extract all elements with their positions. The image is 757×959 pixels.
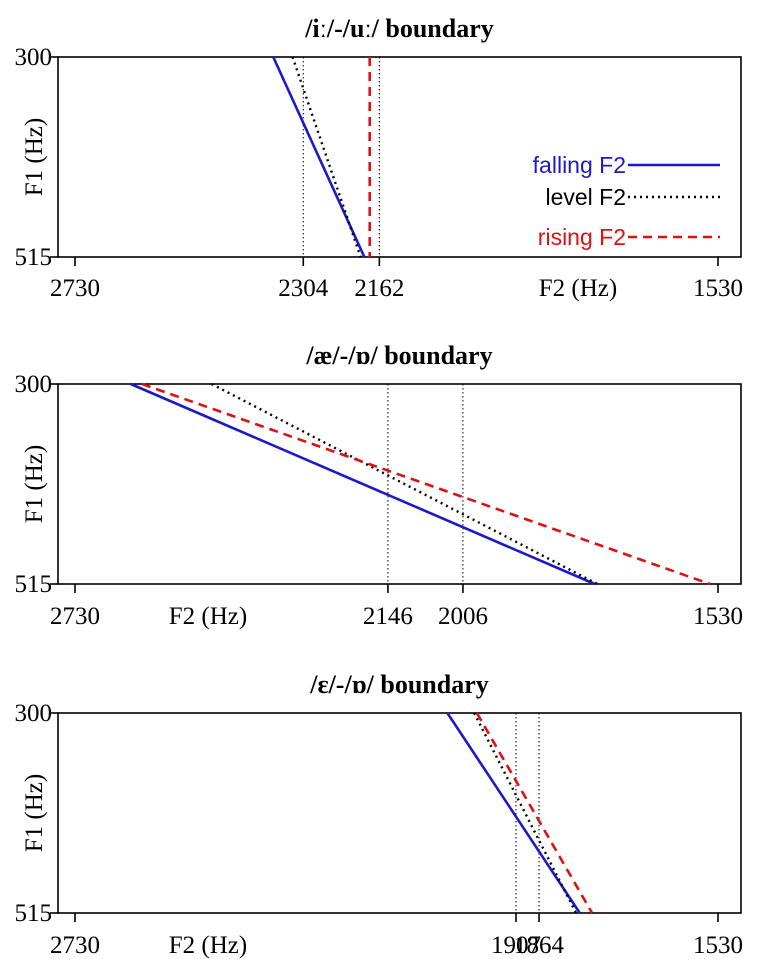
- x-axis-label: F2 (Hz): [169, 603, 247, 630]
- plot-frame: [57, 383, 742, 585]
- x-tick-label: 2162: [354, 275, 404, 302]
- y-tick-label: 515: [15, 900, 53, 927]
- series-line-level: [473, 712, 578, 914]
- legend-label-falling: falling F2: [533, 152, 626, 178]
- y-tick-label: 300: [15, 44, 53, 71]
- x-tick-label: 2304: [278, 275, 329, 302]
- series-line-falling: [446, 712, 581, 914]
- x-tick-label: 1530: [693, 275, 743, 302]
- chart-panel-1: /iː/-/uː/ boundary 2730 2304 2162 1530 F2 (Hz…: [15, 14, 744, 302]
- series-line-level: [211, 382, 598, 586]
- chart-panel-2: /æ/-/ɒ/ boundary 2730 2146 2006 1530 F2 (Hz) 3…: [15, 341, 744, 630]
- x-tick-label: 2006: [438, 603, 488, 630]
- x-axis-label: F2 (Hz): [539, 275, 617, 302]
- series-line-falling: [272, 56, 366, 258]
- y-tick-label: 515: [15, 571, 53, 598]
- legend-label-rising: rising F2: [538, 224, 626, 250]
- y-tick-label: 300: [15, 371, 53, 398]
- plot-frame: [57, 712, 742, 914]
- series-line-rising: [141, 382, 711, 586]
- y-axis-label: F1 (Hz): [21, 445, 48, 523]
- x-tick-label: 1530: [693, 932, 743, 959]
- x-tick-label: 2730: [50, 932, 100, 959]
- x-tick-label: 1530: [693, 603, 743, 630]
- plot-frame: [57, 56, 742, 258]
- y-axis-label: F1 (Hz): [21, 774, 48, 852]
- x-tick-label: 1907: [491, 932, 541, 959]
- chart-title: /æ/-/ɒ/ boundary: [305, 341, 492, 370]
- x-tick-label: 2730: [50, 275, 100, 302]
- series-line-rising: [475, 712, 594, 914]
- x-axis-label: F2 (Hz): [169, 932, 247, 959]
- y-tick-label: 515: [15, 244, 53, 271]
- chart-title: /ɛ/-/ɒ/ boundary: [309, 670, 488, 699]
- x-tick-label: 2730: [50, 603, 100, 630]
- x-tick-label: 1864: [514, 932, 565, 959]
- chart-title: /iː/-/uː/ boundary: [304, 14, 494, 43]
- series-line-falling: [130, 382, 596, 586]
- legend-label-level: level F2: [545, 184, 626, 210]
- y-tick-label: 300: [15, 700, 53, 727]
- x-tick-label: 2146: [363, 603, 413, 630]
- y-axis-label: F1 (Hz): [21, 118, 48, 196]
